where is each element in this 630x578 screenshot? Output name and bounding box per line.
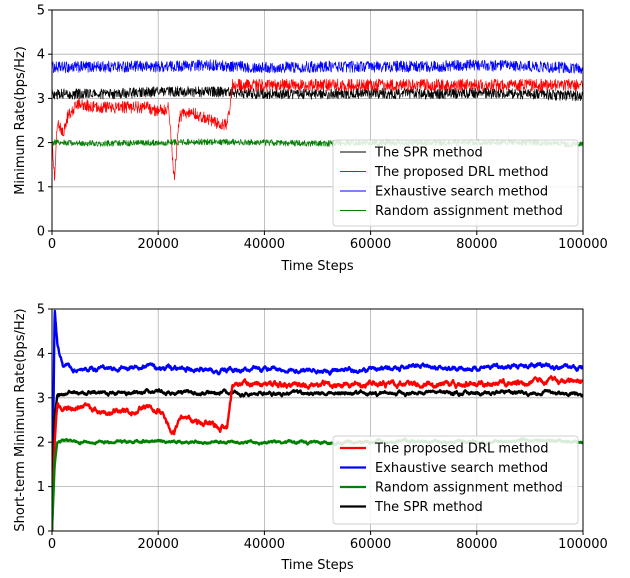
series-line-the-spr-method bbox=[52, 388, 583, 531]
series-line-the-proposed-drl-method bbox=[52, 78, 583, 181]
x-tick-label: 0 bbox=[48, 537, 56, 552]
x-axis-title: Time Steps bbox=[280, 558, 354, 573]
x-tick-label: 0 bbox=[48, 237, 56, 252]
chart-2: 0 20000 40000 60000 80000 100000 0 1 2 3 4 5 Time St… bbox=[13, 303, 608, 574]
x-tick-label: 40000 bbox=[244, 237, 285, 252]
legend-box bbox=[332, 435, 579, 525]
legend-label: The SPR method bbox=[374, 146, 483, 161]
y-tick-label: 5 bbox=[37, 4, 45, 19]
chart-1: 0 20000 40000 60000 80000 100000 0 1 2 3 4 5 Time St… bbox=[13, 4, 608, 275]
series-group bbox=[52, 59, 583, 181]
legend-label: Random assignment method bbox=[375, 481, 563, 496]
plot-frame bbox=[51, 9, 584, 232]
y-tick-label: 5 bbox=[37, 303, 45, 318]
x-tick-label: 100000 bbox=[558, 237, 608, 252]
y-tick-label: 4 bbox=[37, 347, 45, 362]
x-tick-label: 80000 bbox=[456, 237, 497, 252]
x-tick-label: 20000 bbox=[138, 537, 179, 552]
y-tick-label: 2 bbox=[37, 136, 45, 151]
x-tick-label: 80000 bbox=[456, 537, 497, 552]
x-tick-label: 100000 bbox=[558, 537, 608, 552]
legend-label: The proposed DRL method bbox=[374, 165, 549, 180]
plot-frame bbox=[51, 308, 584, 532]
y-tick-label: 4 bbox=[37, 48, 45, 63]
y-axis-title: Minimum Rate(bps/Hz) bbox=[13, 46, 28, 195]
y-tick-label: 2 bbox=[37, 436, 45, 451]
y-axis-title: Short-term Minimum Rate(bps/Hz) bbox=[13, 308, 28, 531]
y-tick-label: 3 bbox=[37, 391, 45, 406]
legend-label: The proposed DRL method bbox=[374, 442, 549, 457]
series-line-the-spr-method bbox=[52, 86, 583, 102]
series-line-exhaustive-search-method bbox=[52, 309, 583, 530]
legend-box bbox=[332, 139, 579, 227]
legend: The SPR method The proposed DRL method Exh… bbox=[332, 139, 579, 227]
x-tick-label: 20000 bbox=[138, 237, 179, 252]
legend-label: Exhaustive search method bbox=[375, 185, 548, 200]
series-line-exhaustive-search-method bbox=[52, 59, 583, 74]
series-line-the-proposed-drl-method bbox=[52, 375, 583, 531]
legend: The proposed DRL method Exhaustive search… bbox=[332, 435, 579, 525]
y-tick-label: 0 bbox=[37, 225, 45, 240]
x-axis-title: Time Steps bbox=[280, 259, 354, 274]
y-tick-label: 1 bbox=[37, 180, 45, 195]
y-tick-label: 3 bbox=[37, 92, 45, 107]
legend-label: The SPR method bbox=[374, 500, 483, 515]
y-tick-label: 0 bbox=[37, 525, 45, 540]
x-tick-label: 60000 bbox=[350, 537, 391, 552]
legend-label: Random assignment method bbox=[375, 204, 563, 219]
y-tick-label: 1 bbox=[37, 480, 45, 495]
legend-label: Exhaustive search method bbox=[375, 461, 548, 476]
x-tick-label: 40000 bbox=[244, 537, 285, 552]
x-tick-label: 60000 bbox=[350, 237, 391, 252]
